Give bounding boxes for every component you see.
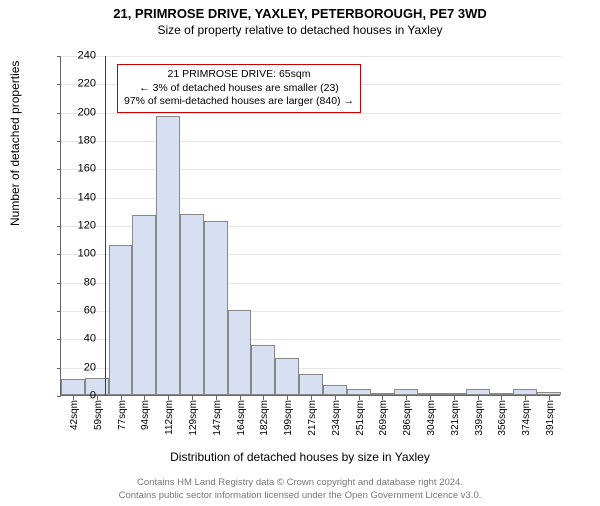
histogram-bar <box>251 345 275 395</box>
ytick-mark <box>57 226 61 227</box>
xtick-label: 391sqm <box>545 400 556 436</box>
ytick-label: 60 <box>66 306 96 317</box>
histogram-bar <box>132 215 156 395</box>
histogram-bar <box>299 374 323 395</box>
chart-area: 42sqm59sqm77sqm94sqm112sqm129sqm147sqm16… <box>60 56 560 396</box>
ytick-mark <box>57 141 61 142</box>
xtick-label: 59sqm <box>93 400 104 430</box>
ytick-mark <box>57 311 61 312</box>
xtick-label: 129sqm <box>188 400 199 436</box>
histogram-bar <box>180 214 204 395</box>
xtick-label: 147sqm <box>212 400 223 436</box>
xtick-label: 94sqm <box>140 400 151 430</box>
histogram-bar <box>371 393 395 395</box>
annotation-line: 97% of semi-detached houses are larger (… <box>124 95 354 109</box>
xtick-label: 304sqm <box>426 400 437 436</box>
xtick-label: 234sqm <box>331 400 342 436</box>
histogram-bar <box>275 358 299 395</box>
histogram-bar <box>204 221 228 395</box>
ytick-mark <box>57 198 61 199</box>
gridline <box>61 141 561 142</box>
xtick-label: 199sqm <box>283 400 294 436</box>
xtick-label: 164sqm <box>236 400 247 436</box>
histogram-bar <box>109 245 133 395</box>
footer: Contains HM Land Registry data © Crown c… <box>0 477 600 502</box>
ytick-label: 160 <box>66 164 96 175</box>
xtick-label: 217sqm <box>307 400 318 436</box>
ytick-mark <box>57 113 61 114</box>
ytick-mark <box>57 339 61 340</box>
histogram-bar <box>466 389 490 395</box>
histogram-bar <box>323 385 347 395</box>
xtick-label: 77sqm <box>117 400 128 430</box>
ytick-label: 80 <box>66 277 96 288</box>
xtick-label: 356sqm <box>497 400 508 436</box>
ytick-mark <box>57 169 61 170</box>
gridline <box>61 198 561 199</box>
reference-line <box>105 56 106 395</box>
histogram-bar <box>418 393 442 395</box>
ytick-mark <box>57 56 61 57</box>
histogram-bar <box>347 389 371 395</box>
ytick-mark <box>57 84 61 85</box>
xtick-label: 182sqm <box>259 400 270 436</box>
footer-line1: Contains HM Land Registry data © Crown c… <box>0 477 600 489</box>
xtick-label: 374sqm <box>521 400 532 436</box>
xtick-label: 269sqm <box>378 400 389 436</box>
ytick-label: 140 <box>66 192 96 203</box>
footer-line2: Contains public sector information licen… <box>0 490 600 502</box>
ytick-label: 240 <box>66 51 96 62</box>
gridline <box>61 56 561 57</box>
xtick-label: 251sqm <box>355 400 366 436</box>
ytick-mark <box>57 396 61 397</box>
ytick-label: 220 <box>66 79 96 90</box>
ytick-label: 40 <box>66 334 96 345</box>
ytick-label: 100 <box>66 249 96 260</box>
ytick-mark <box>57 368 61 369</box>
histogram-bar <box>394 389 418 395</box>
xtick-label: 321sqm <box>450 400 461 436</box>
annotation-line: 21 PRIMROSE DRIVE: 65sqm <box>124 68 354 82</box>
histogram-bar <box>156 116 180 395</box>
annotation-line: ← 3% of detached houses are smaller (23) <box>124 82 354 96</box>
ytick-label: 120 <box>66 221 96 232</box>
chart-subtitle: Size of property relative to detached ho… <box>0 23 600 37</box>
ytick-mark <box>57 254 61 255</box>
chart-title: 21, PRIMROSE DRIVE, YAXLEY, PETERBOROUGH… <box>0 6 600 21</box>
xtick-label: 42sqm <box>69 400 80 430</box>
ytick-label: 20 <box>66 362 96 373</box>
histogram-bar <box>490 393 514 395</box>
ytick-label: 200 <box>66 107 96 118</box>
ytick-label: 0 <box>66 391 96 402</box>
annotation-box: 21 PRIMROSE DRIVE: 65sqm← 3% of detached… <box>117 64 361 113</box>
plot-region: 42sqm59sqm77sqm94sqm112sqm129sqm147sqm16… <box>60 56 560 396</box>
xtick-label: 112sqm <box>164 400 175 435</box>
xtick-label: 339sqm <box>474 400 485 436</box>
histogram-bar <box>442 393 466 395</box>
ytick-label: 180 <box>66 136 96 147</box>
histogram-bar <box>537 392 561 395</box>
histogram-bar <box>513 389 537 395</box>
ytick-mark <box>57 283 61 284</box>
histogram-bar <box>228 310 252 395</box>
x-axis-label: Distribution of detached houses by size … <box>0 450 600 464</box>
y-axis-label: Number of detached properties <box>8 61 22 226</box>
xtick-label: 286sqm <box>402 400 413 436</box>
gridline <box>61 169 561 170</box>
